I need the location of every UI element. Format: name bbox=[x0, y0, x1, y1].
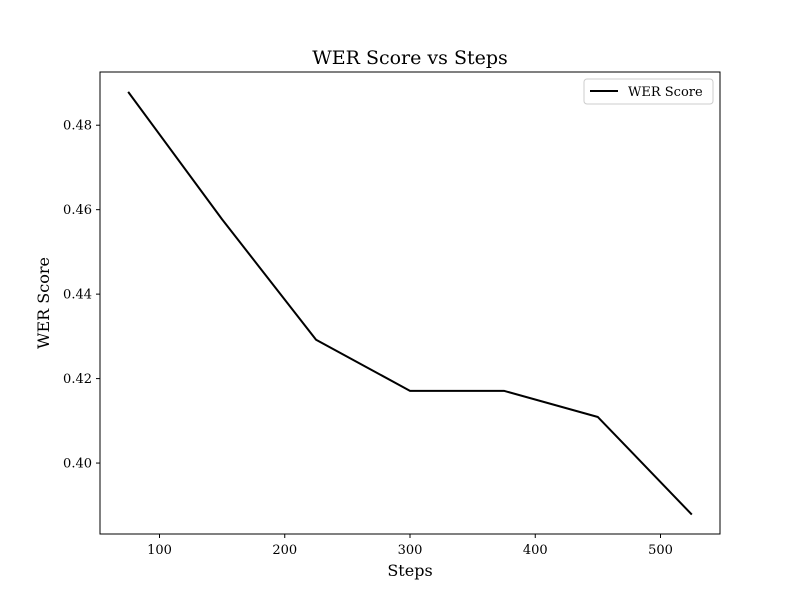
x-tick-label: 300 bbox=[398, 543, 423, 558]
y-axis-label: WER Score bbox=[34, 257, 53, 349]
y-tick-label: 0.48 bbox=[63, 119, 92, 134]
y-tick-label: 0.46 bbox=[63, 203, 92, 218]
series-line bbox=[127, 91, 693, 516]
y-tick-label: 0.40 bbox=[63, 457, 92, 472]
y-axis: 0.40 0.42 0.44 0.46 0.48 bbox=[63, 119, 100, 472]
plot-frame bbox=[99, 71, 721, 535]
chart-title: WER Score vs Steps bbox=[312, 47, 508, 69]
y-tick-label: 0.44 bbox=[63, 288, 92, 303]
x-axis-label: Steps bbox=[387, 561, 432, 580]
series-layer bbox=[127, 91, 693, 516]
x-tick-label: 200 bbox=[272, 543, 297, 558]
legend: WER Score bbox=[583, 78, 714, 105]
legend-box bbox=[583, 78, 714, 105]
x-axis: 100 200 300 400 500 bbox=[147, 534, 673, 558]
plot-area bbox=[99, 71, 721, 535]
x-tick-label: 400 bbox=[523, 543, 548, 558]
x-tick-label: 100 bbox=[147, 543, 172, 558]
y-tick-label: 0.42 bbox=[63, 372, 92, 387]
x-tick-label: 500 bbox=[648, 543, 673, 558]
legend-label: WER Score bbox=[628, 85, 703, 100]
